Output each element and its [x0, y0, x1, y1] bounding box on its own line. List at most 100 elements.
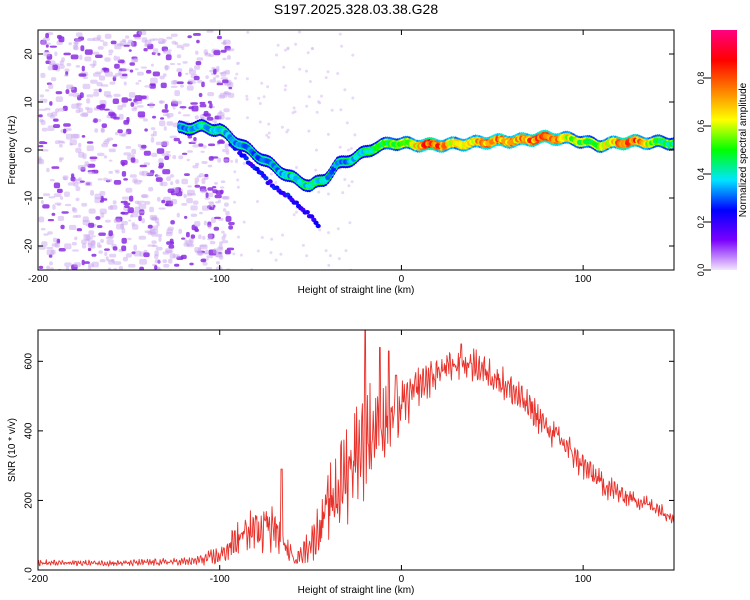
spectrogram-noise-cell	[200, 258, 207, 263]
spectrogram-noise-cell	[339, 108, 343, 112]
spectrogram-noise-cell	[112, 200, 117, 205]
spectrogram-noise-cell	[129, 69, 134, 73]
spectrogram-noise-cell	[133, 244, 137, 251]
spectrogram-noise-cell	[223, 91, 232, 96]
spectrogram-noise-cell	[81, 65, 85, 72]
spectrogram-noise-cell	[174, 42, 179, 46]
spectrogram-noise-cell	[106, 239, 114, 245]
spectrogram-noise-cell	[151, 216, 157, 221]
spectrogram-noise-cell	[81, 259, 85, 266]
spectrogram-noise-cell	[326, 70, 330, 74]
spectrogram-noise-cell	[88, 222, 95, 228]
spectrogram-noise-cell	[82, 83, 91, 90]
spectrogram-noise-cell	[86, 94, 94, 98]
spectrogram-noise-cell	[236, 185, 240, 189]
spectrogram-noise-cell	[220, 49, 227, 53]
spectrogram-noise-cell	[158, 41, 166, 44]
spectrogram-noise-cell	[138, 235, 147, 240]
spectrogram-noise-cell	[350, 180, 354, 184]
spectrogram-noise-cell	[256, 249, 260, 253]
spectrogram-noise-cell	[207, 100, 212, 104]
spectrogram-noise-cell	[317, 100, 321, 104]
spectrogram-noise-cell	[123, 44, 130, 47]
spectrogram-noise-cell	[222, 57, 227, 61]
spectrogram-noise-cell	[47, 65, 54, 71]
spectrogram-noise-cell	[213, 76, 216, 80]
spectrogram-noise-cell	[104, 219, 111, 223]
spectrogram-noise-cell	[176, 54, 182, 59]
spectrogram-noise-cell	[38, 157, 43, 164]
spectrogram-noise-cell	[347, 184, 351, 188]
spectrogram-noise-cell	[120, 211, 126, 215]
spectrogram-noise-cell	[203, 110, 209, 116]
spectrogram-noise-cell	[224, 143, 229, 149]
spectrogram-noise-cell	[116, 56, 121, 62]
spectrogram-noise-cell	[58, 248, 66, 252]
spectrogram-branch-cell	[263, 176, 269, 181]
snr-frame	[37, 329, 675, 571]
spectrogram-noise-cell	[166, 36, 173, 40]
spectrogram-noise-cell	[164, 65, 170, 70]
spectrogram-noise-cell	[102, 41, 108, 47]
spectrogram-noise-cell	[265, 133, 269, 137]
spectrogram-noise-cell	[91, 253, 97, 257]
spectrogram-noise-cell	[128, 219, 132, 222]
spectrogram-noise-cell	[187, 150, 193, 153]
spectrogram-noise-cell	[160, 117, 165, 120]
spectrogram-noise-cell	[242, 220, 246, 224]
spectrogram-noise-cell	[204, 173, 209, 178]
spectrogram-noise-cell	[99, 199, 104, 203]
spectrogram-noise-cell	[195, 250, 199, 253]
spectrogram-noise-cell	[314, 148, 318, 152]
spectrogram-noise-cell	[99, 39, 104, 42]
spectrogram-noise-cell	[51, 111, 58, 117]
spectrogram-y-axis: -20 -10 0 10 20	[24, 48, 674, 253]
spectrogram-noise-cell	[141, 144, 147, 149]
spectrogram-noise-cell	[233, 200, 237, 204]
spectrogram-noise-cell	[234, 160, 238, 164]
spectrogram-noise-cell	[75, 38, 82, 43]
spectrogram-noise-cell	[216, 65, 220, 72]
spectrogram-noise-cell	[186, 85, 194, 91]
spectrogram-noise-cell	[225, 268, 231, 270]
spectrogram-noise-cell	[110, 40, 117, 45]
spectrogram-noise-cell	[70, 54, 79, 60]
spectrogram-noise-cell	[177, 111, 182, 115]
spectrogram-noise-cell	[225, 117, 231, 120]
snr-y-tick-label: 600	[24, 353, 35, 370]
spectrogram-noise-cell	[196, 57, 204, 61]
spectrogram-noise-cell	[214, 216, 221, 219]
spectrogram-noise-cell	[152, 115, 157, 119]
spectrogram-noise-cell	[295, 166, 298, 169]
spectrogram-noise-cell	[174, 90, 180, 97]
spectrogram-noise-cell	[81, 135, 86, 138]
spectrogram-noise-cell	[54, 202, 62, 205]
spectrogram-noise-cell	[46, 249, 55, 256]
spectrogram-noise-cell	[65, 133, 73, 140]
spectrogram-noise-cell	[79, 180, 85, 183]
spectrogram-noise-cell	[52, 237, 58, 243]
spectrogram-noise-cell	[41, 149, 49, 152]
spectrogram-noise-cell	[97, 46, 104, 50]
spectrogram-noise-cell	[96, 105, 102, 110]
spectrogram-noise-cell	[116, 223, 124, 230]
spectrogram-noise-cell	[171, 199, 178, 205]
spectrogram-noise-cell	[204, 52, 211, 57]
spectrogram-noise-cell	[209, 202, 215, 207]
spectrogram-noise-cell	[219, 241, 223, 246]
spectrogram-branch-cell	[243, 156, 249, 161]
spectrogram-noise-cell	[211, 67, 216, 70]
spectrogram-noise-cell	[174, 263, 180, 267]
spectrogram-noise-cell	[47, 231, 53, 235]
spectrogram-noise-cell	[320, 94, 323, 98]
spectrogram-noise-cell	[134, 179, 141, 185]
spectrogram-noise-cell	[154, 265, 158, 270]
spectrogram-noise-cell	[107, 267, 112, 270]
spectrogram-noise-cell	[103, 177, 108, 181]
spectrogram-noise-cell	[114, 63, 120, 69]
spectrogram-noise-cell	[99, 208, 107, 215]
spectrogram-noise-cell	[114, 43, 122, 50]
spectrogram-noise-cell	[218, 139, 224, 144]
spectrogram-noise-cell	[222, 148, 230, 153]
spectrogram-noise-cell	[198, 143, 204, 147]
